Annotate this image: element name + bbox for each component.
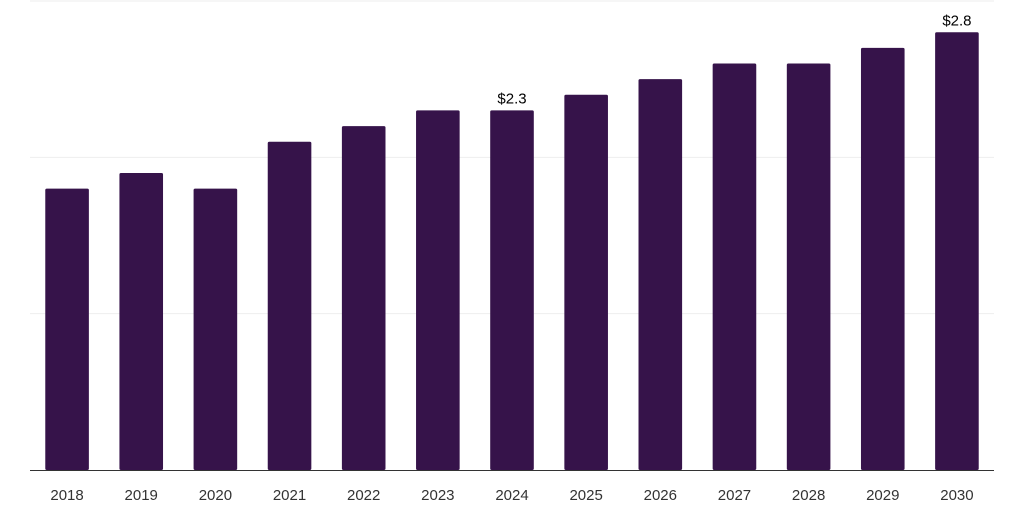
bar-2021 — [267, 141, 312, 470]
x-tick-label: 2026 — [644, 487, 677, 504]
bar-2028 — [786, 63, 831, 471]
x-tick-label: 2020 — [199, 487, 232, 504]
x-tick-label: 2018 — [50, 487, 83, 504]
x-tick-label: 2028 — [792, 487, 825, 504]
bar-2019 — [119, 172, 164, 470]
x-axis: 2018 2019 2020 2021 2022 2023 2024 2025 2026 2027… — [30, 470, 994, 504]
x-tick-label: 2023 — [421, 487, 454, 504]
x-tick-label: 2029 — [866, 487, 899, 504]
bar-2027 — [712, 63, 757, 471]
bars — [45, 32, 979, 471]
x-tick-label: 2022 — [347, 487, 380, 504]
x-tick-label: 2027 — [718, 487, 751, 504]
x-tick-label: 2030 — [940, 487, 973, 504]
bar-2020 — [193, 188, 238, 470]
data-label-2024: $2.3 — [497, 90, 526, 107]
x-tick-label: 2021 — [273, 487, 306, 504]
bar-2030 — [935, 32, 979, 471]
x-tick-label: 2019 — [125, 487, 158, 504]
data-label-2030: $2.8 — [942, 12, 971, 29]
bar-2018 — [45, 188, 89, 470]
bar-2022 — [341, 126, 386, 471]
bar-2025 — [564, 94, 608, 471]
x-tick-label: 2024 — [495, 487, 528, 504]
bar-2029 — [860, 47, 905, 471]
bar-2023 — [416, 110, 460, 470]
bar-2024 — [490, 110, 534, 470]
bar-2026 — [638, 79, 683, 471]
x-tick-label: 2025 — [569, 487, 602, 504]
data-labels: $2.3 $2.8 — [497, 12, 971, 107]
